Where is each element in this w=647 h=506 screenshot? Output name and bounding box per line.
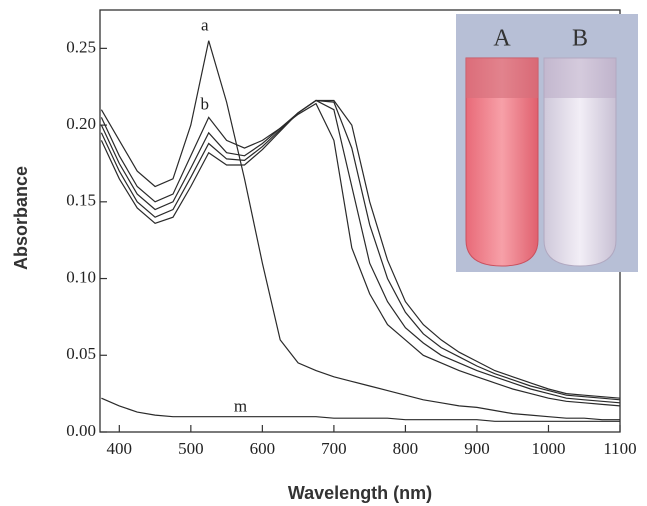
spectrum-line <box>100 99 621 399</box>
spectrum-line <box>100 99 621 401</box>
y-tick-label: 0.20 <box>66 114 96 133</box>
y-axis-title: Absorbance <box>11 166 31 270</box>
curve-label: m <box>234 397 247 416</box>
y-tick-label: 0.05 <box>66 344 96 363</box>
curve-label: a <box>201 16 209 35</box>
inset-label: B <box>572 26 588 52</box>
y-tick-label: 0.15 <box>66 191 96 210</box>
inset-photo <box>456 14 638 272</box>
x-tick-label: 400 <box>107 439 133 458</box>
spectrum-line <box>101 397 620 422</box>
curve-label: b <box>200 94 209 113</box>
x-tick-label: 500 <box>178 439 204 458</box>
tube-a <box>465 57 539 267</box>
x-tick-label: 900 <box>464 439 490 458</box>
spectrum-line <box>100 99 621 404</box>
y-tick-label: 0.00 <box>66 421 96 440</box>
spectrum-line <box>100 102 621 407</box>
inset-label: A <box>493 26 511 52</box>
x-tick-label: 800 <box>393 439 419 458</box>
x-tick-label: 700 <box>321 439 347 458</box>
y-tick-label: 0.10 <box>66 267 96 286</box>
x-tick-label: 600 <box>250 439 276 458</box>
spectrum-line <box>100 40 620 421</box>
tube-b-top <box>544 58 616 98</box>
y-tick-label: 0.25 <box>66 37 96 56</box>
tube-b <box>543 57 617 267</box>
x-tick-label: 1000 <box>531 439 565 458</box>
x-tick-label: 1100 <box>603 439 636 458</box>
x-axis-title: Wavelength (nm) <box>288 483 432 503</box>
tube-a-top <box>466 58 538 98</box>
